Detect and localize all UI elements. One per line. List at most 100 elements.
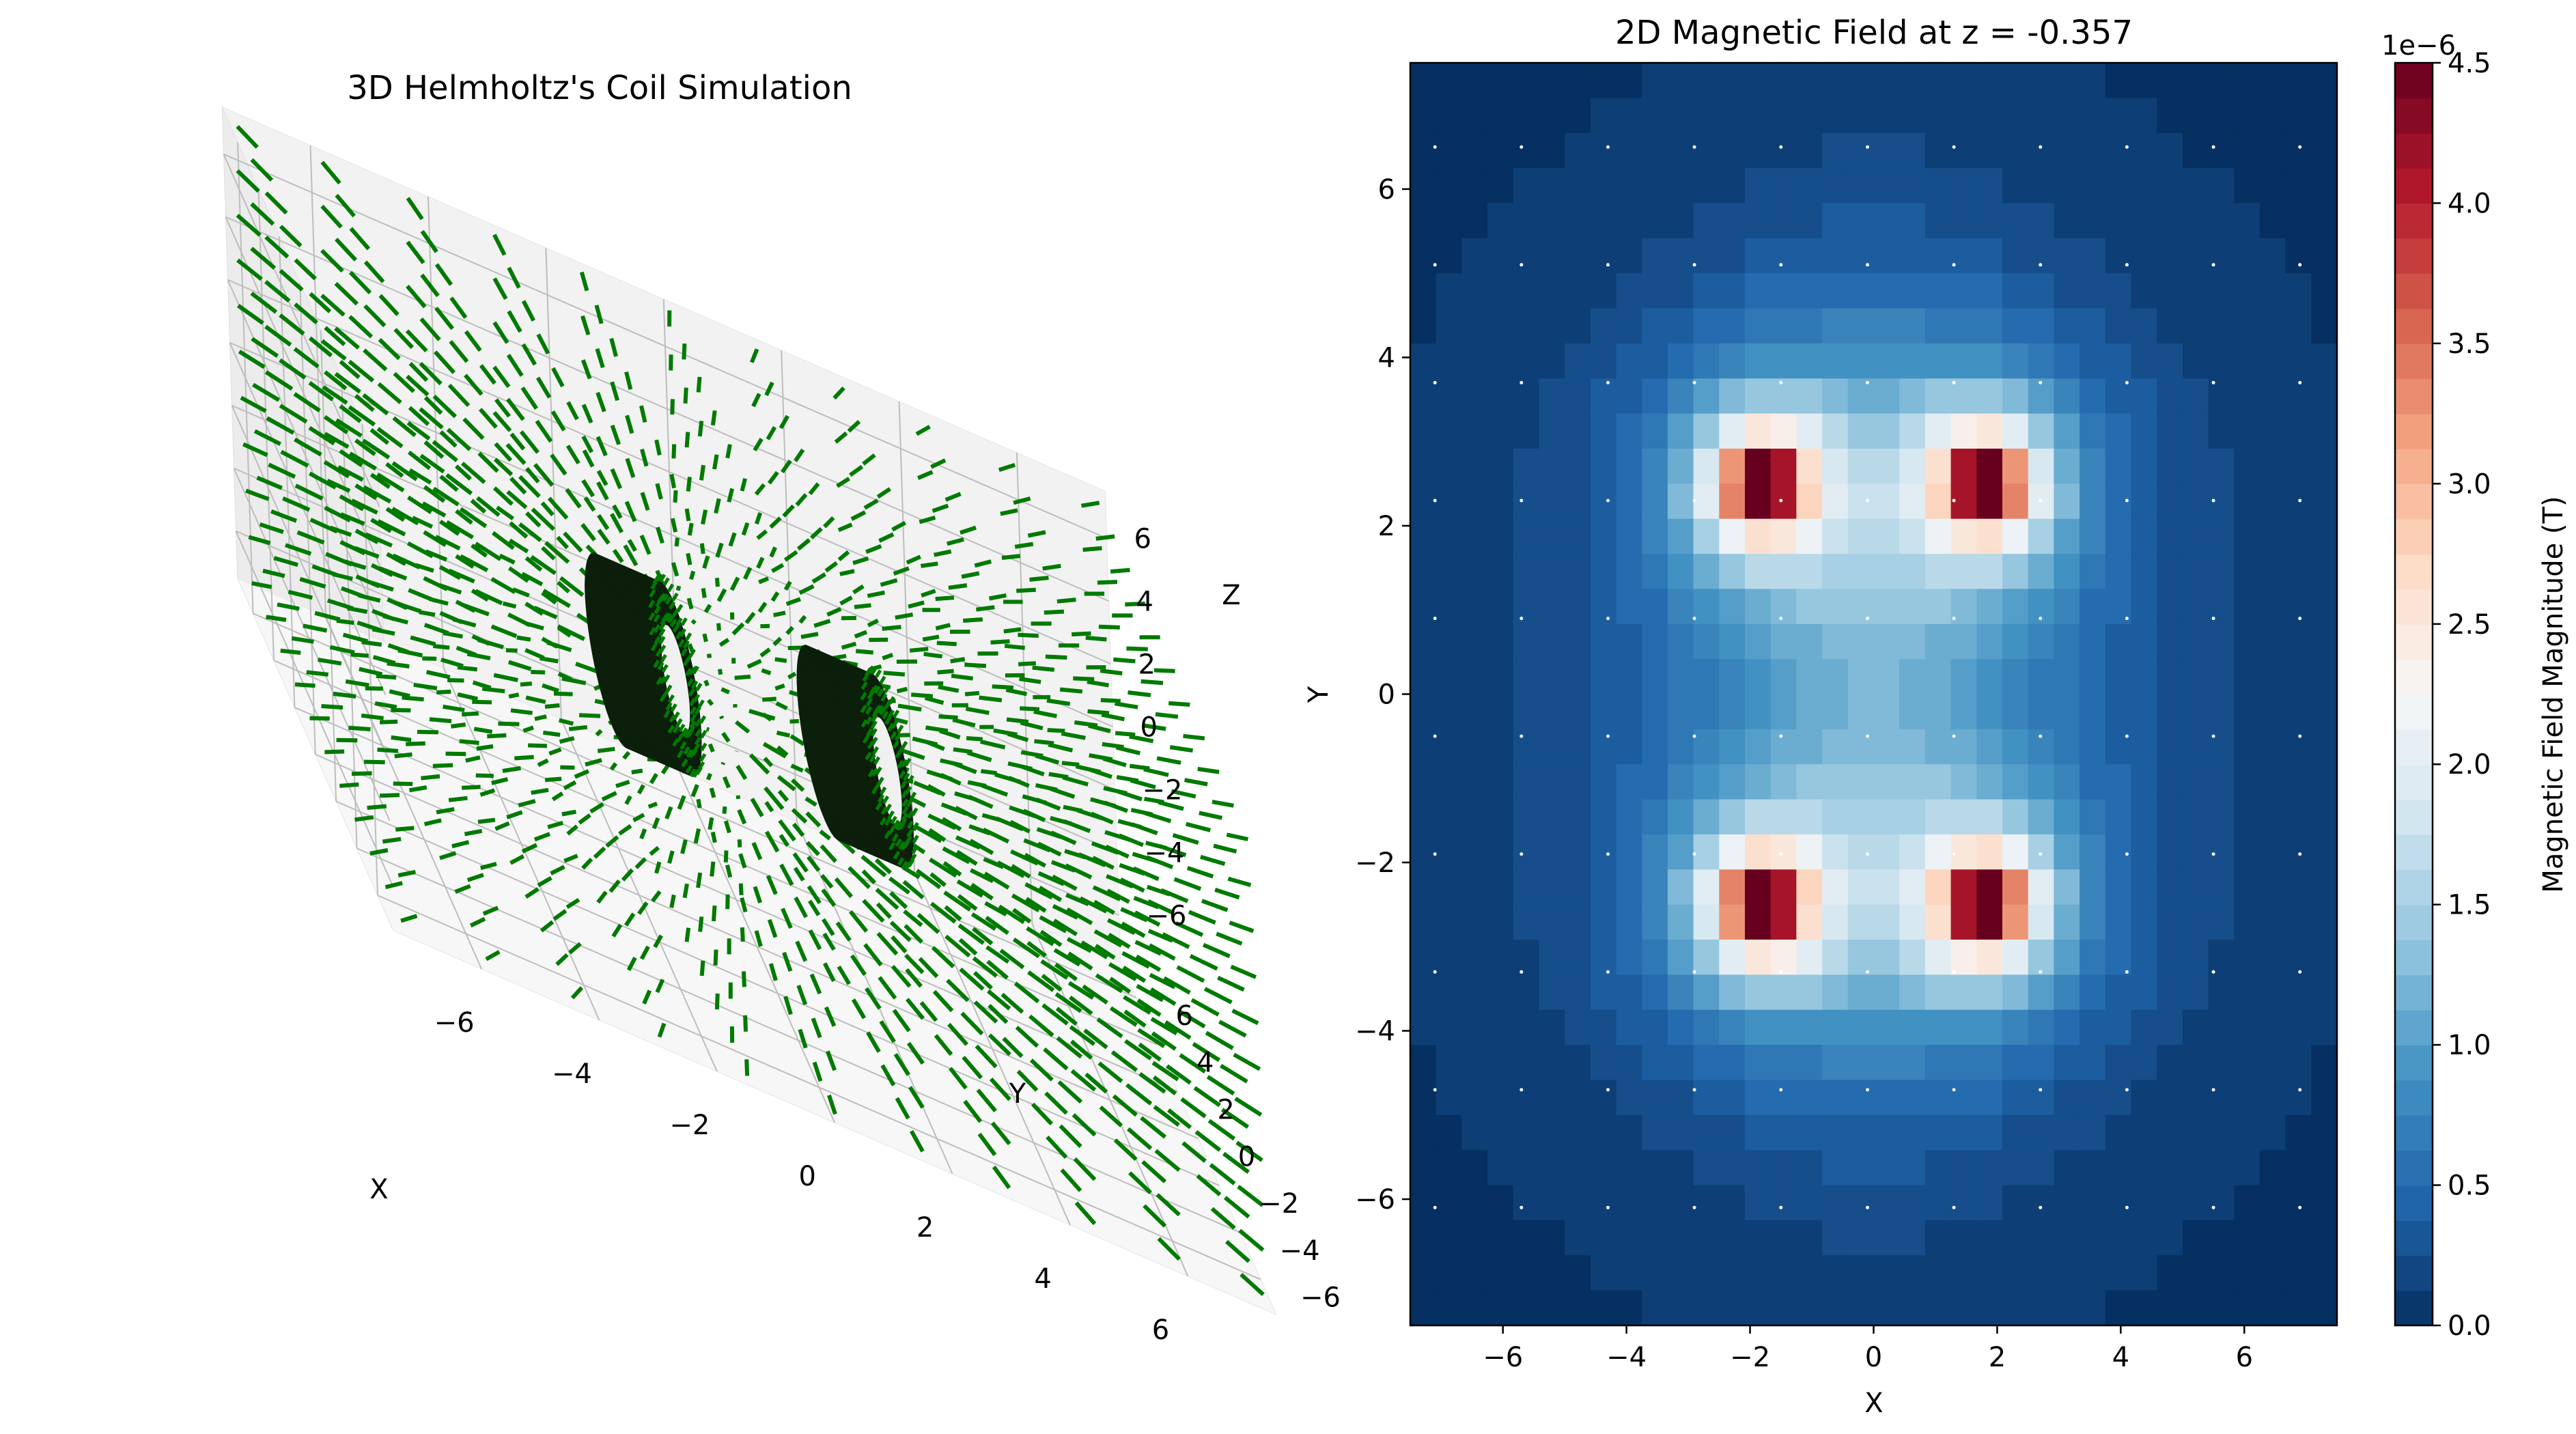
heatmap-cell <box>1822 554 1849 590</box>
heatmap-cell <box>1847 1080 1875 1116</box>
heatmap-cell <box>1745 1255 1772 1291</box>
coil-band <box>600 689 667 725</box>
heatmap-cell <box>1719 799 1746 835</box>
heatmap-cell <box>2054 132 2080 169</box>
heatmap-cell <box>1539 98 1565 134</box>
heatmap-cell <box>1539 974 1565 1011</box>
heatmap-cell <box>1436 1255 1463 1291</box>
coil-band <box>811 649 879 680</box>
heatmap-cell <box>1976 273 2003 309</box>
heatmap-cell <box>1616 1150 1643 1186</box>
heatmap-cell <box>2157 1185 2183 1221</box>
heatmap-cell <box>1642 203 1668 239</box>
heatmap-cell <box>1873 659 1900 695</box>
heatmap-cell <box>2208 343 2235 380</box>
heatmap-cell <box>1822 589 1849 625</box>
heatmap-cell <box>2208 518 2235 554</box>
heatmap-cell <box>1539 904 1565 940</box>
heatmap-cell <box>2285 799 2312 835</box>
heatmap-cell <box>2285 132 2312 169</box>
heatmap-cell <box>2157 940 2183 976</box>
heatmap-cell <box>1487 238 1514 274</box>
x-tick-label-3d: 2 <box>916 1212 934 1243</box>
heatmap-cell <box>1719 413 1746 449</box>
heatmap-cell <box>1590 1220 1617 1256</box>
heatmap-cell <box>2311 518 2337 554</box>
grid-dot <box>2298 380 2302 384</box>
heatmap-cell <box>1976 98 2003 134</box>
grid-dot <box>1779 852 1783 856</box>
heatmap-cell <box>1410 449 1437 485</box>
heatmap-cell <box>1667 834 1694 871</box>
heatmap-cell <box>1487 1220 1514 1256</box>
grid-dot <box>2298 970 2302 974</box>
colorbar-band <box>2395 694 2433 730</box>
heatmap-cell <box>1461 1220 1488 1256</box>
heatmap-cell <box>2259 799 2286 835</box>
heatmap-cell <box>2054 1150 2080 1186</box>
heatmap-cell <box>1513 238 1540 274</box>
heatmap-cell <box>1590 834 1617 871</box>
x-axis-label-2d: X <box>1864 1388 1883 1419</box>
heatmap-cell <box>1436 904 1463 940</box>
heatmap-cell <box>1616 589 1643 625</box>
heatmap-cell <box>1461 1114 1488 1151</box>
colorbar-band <box>2395 449 2433 485</box>
heatmap-cell <box>2080 449 2106 485</box>
heatmap-cell <box>2208 799 2235 835</box>
heatmap-cell <box>2002 483 2029 520</box>
heatmap-cell <box>1873 694 1900 730</box>
heatmap-cell <box>2259 203 2286 239</box>
heatmap-cell <box>1924 1220 1952 1256</box>
heatmap-cell <box>1924 132 1952 169</box>
heatmap-cell <box>2311 554 2337 590</box>
heatmap-cell <box>2208 623 2235 660</box>
heatmap-cell <box>1693 343 1720 380</box>
heatmap-cell <box>1899 940 1926 976</box>
heatmap-cell <box>2054 834 2080 871</box>
grid-dot <box>1692 1088 1696 1092</box>
heatmap-cell <box>1642 1045 1668 1081</box>
heatmap-cell <box>2311 1185 2337 1221</box>
heatmap-cell <box>2234 940 2260 976</box>
heatmap-cell <box>1719 168 1746 204</box>
heatmap-cell <box>1899 834 1926 871</box>
heatmap-cell <box>1719 623 1746 660</box>
heatmap-cell <box>1796 1114 1823 1151</box>
heatmap-cell <box>1513 623 1540 660</box>
heatmap-cell <box>1924 869 1952 905</box>
heatmap-cell <box>2131 694 2157 730</box>
heatmap-cell <box>1796 168 1823 204</box>
heatmap-cell <box>1616 132 1643 169</box>
heatmap-cell <box>1616 940 1643 976</box>
heatmap-cell <box>1822 413 1849 449</box>
heatmap-cell <box>1822 1290 1849 1325</box>
heatmap-cell <box>1410 974 1437 1011</box>
heatmap-cell <box>1976 869 2003 905</box>
heatmap-cell <box>2157 904 2183 940</box>
heatmap-cell <box>1693 308 1720 344</box>
heatmap-cell <box>1950 1220 1978 1256</box>
heatmap-cell <box>1616 1220 1643 1256</box>
heatmap-cell <box>1590 659 1617 695</box>
heatmap-cell <box>2131 729 2157 765</box>
heatmap-cell <box>1667 659 1694 695</box>
heatmap-cell <box>2131 449 2157 485</box>
heatmap-cell <box>1513 483 1540 520</box>
heatmap-cell <box>1616 1114 1643 1151</box>
heatmap-cell <box>1822 1009 1849 1045</box>
heatmap-cell <box>1539 273 1565 309</box>
heatmap-cell <box>1847 378 1875 414</box>
heatmap-cell <box>1513 518 1540 554</box>
heatmap-cell <box>1590 799 1617 835</box>
heatmap-cell <box>1976 659 2003 695</box>
heatmap-cell <box>1847 1290 1875 1325</box>
heatmap-cell <box>1590 729 1617 765</box>
heatmap-cell <box>1847 483 1875 520</box>
grid-dot <box>1433 263 1437 267</box>
heatmap-cell <box>1873 554 1900 590</box>
heatmap-cell <box>2285 940 2312 976</box>
y-tick-label-3d: −6 <box>1300 1282 1341 1314</box>
coil-band <box>813 651 881 684</box>
heatmap-cell <box>2311 904 2337 940</box>
